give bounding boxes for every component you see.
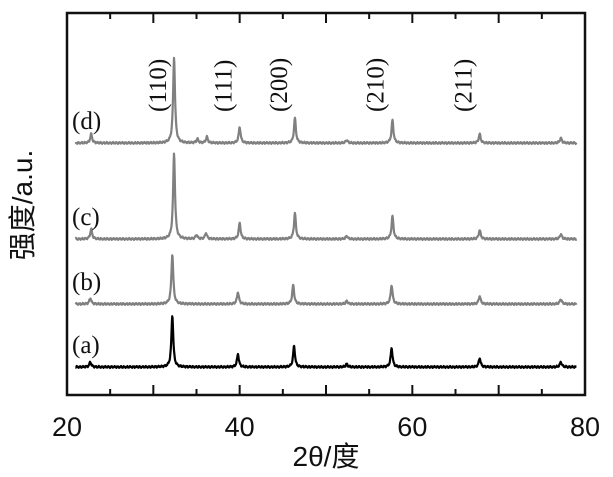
x-tick-label: 80 (570, 412, 600, 442)
peak-label: (210) (363, 58, 390, 112)
trace-line (76, 154, 577, 240)
y-axis-label: 强度/a.u. (7, 150, 38, 260)
trace-label: (c) (72, 204, 100, 231)
peak-label: (111) (211, 60, 238, 112)
peak-label: (110) (145, 59, 172, 112)
peak-labels: (110) (111) (200) (210) (211) (145, 58, 478, 112)
x-tick-labels: 20 40 60 80 (52, 412, 600, 442)
trace-line (76, 316, 577, 368)
peak-label: (211) (451, 59, 478, 112)
trace-label: (b) (72, 269, 101, 296)
trace-labels: (a) (b) (c) (d) (72, 108, 101, 359)
trace-line (76, 255, 577, 305)
x-tick-label: 20 (52, 412, 82, 442)
trace-label: (d) (72, 108, 101, 135)
peak-label: (200) (266, 58, 293, 112)
x-axis-label: 2θ/度 (293, 441, 360, 472)
trace-label: (a) (72, 332, 100, 359)
x-tick-label: 60 (397, 412, 427, 442)
x-tick-label: 40 (225, 412, 255, 442)
